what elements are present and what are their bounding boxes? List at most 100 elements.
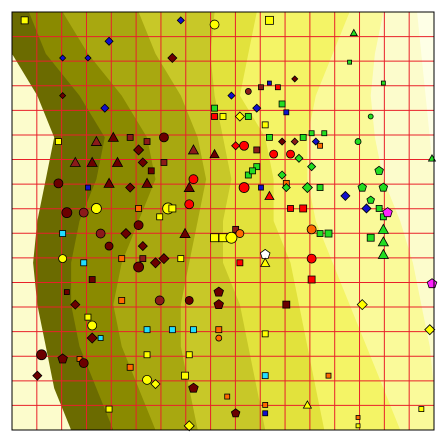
data-point-square <box>253 146 261 154</box>
data-point-triangle <box>377 223 390 234</box>
data-point-circle <box>184 199 195 210</box>
data-point-square <box>177 255 185 263</box>
data-point-circle <box>215 334 223 342</box>
plot-frame <box>11 11 435 431</box>
data-point-square <box>317 142 323 149</box>
data-point-diamond <box>32 370 43 381</box>
data-point-square <box>316 184 324 191</box>
contour-background <box>12 12 434 430</box>
data-point-square <box>355 415 361 420</box>
data-point-square <box>160 159 168 166</box>
data-point-pentagon <box>213 286 224 297</box>
data-point-circle <box>87 320 98 331</box>
data-point-square <box>135 205 143 212</box>
data-point-diamond <box>301 181 313 194</box>
data-point-square <box>147 167 155 175</box>
data-point-pentagon <box>378 182 389 192</box>
data-point-circle <box>61 207 73 219</box>
data-point-square <box>258 184 264 191</box>
data-point-square <box>299 204 308 213</box>
data-point-square <box>88 276 96 283</box>
data-point-square <box>118 297 126 304</box>
data-point-square <box>261 330 269 338</box>
data-point-square <box>139 255 147 263</box>
data-point-circle <box>53 178 64 189</box>
data-point-square <box>265 15 274 25</box>
data-point-circle <box>104 241 114 251</box>
data-point-square <box>347 59 353 65</box>
data-point-triangle <box>264 190 275 200</box>
data-point-diamond <box>278 137 287 146</box>
data-point-triangle <box>349 28 358 37</box>
data-point-diamond <box>231 141 241 151</box>
data-point-circle <box>91 203 102 214</box>
data-point-square <box>274 84 281 91</box>
data-point-square <box>316 230 324 237</box>
data-point-diamond <box>340 190 351 201</box>
data-point-circle <box>36 349 47 361</box>
data-point-triangle <box>377 248 390 259</box>
contour-band <box>12 12 72 430</box>
data-point-triangle <box>187 144 200 155</box>
data-point-diamond <box>133 144 145 156</box>
data-point-circle <box>154 295 165 306</box>
data-point-diamond <box>361 203 372 214</box>
data-point-square <box>307 275 316 284</box>
data-point-diamond <box>100 103 110 113</box>
data-point-circle <box>159 132 169 143</box>
data-point-circle <box>306 253 317 264</box>
data-point-pentagon <box>188 382 199 393</box>
data-point-circle <box>78 358 89 369</box>
data-point-circle <box>58 254 68 264</box>
data-point-square <box>211 113 218 120</box>
data-point-square <box>249 167 256 175</box>
data-point-square <box>253 163 261 171</box>
data-point-square <box>261 372 269 380</box>
data-point-pentagon <box>382 207 393 218</box>
data-point-diamond <box>120 227 132 240</box>
data-point-square <box>84 313 92 321</box>
data-point-square <box>20 16 29 25</box>
data-point-square <box>278 100 286 108</box>
data-point-diamond <box>59 54 67 62</box>
data-point-diamond <box>424 324 436 336</box>
data-point-square <box>63 289 70 295</box>
data-point-triangle <box>103 177 115 188</box>
data-point-diamond <box>104 36 114 46</box>
data-point-pentagon <box>357 182 367 192</box>
data-point-pentagon <box>230 408 241 418</box>
data-point-circle <box>133 220 144 231</box>
data-point-square <box>380 80 386 86</box>
data-point-square <box>126 363 134 371</box>
data-point-diamond <box>70 299 81 310</box>
data-point-square <box>168 204 177 213</box>
data-point-pentagon <box>57 353 68 364</box>
data-point-circle <box>367 113 374 120</box>
data-point-circle <box>209 19 220 30</box>
data-points <box>20 15 438 432</box>
data-point-circle <box>354 138 362 145</box>
data-point-triangle <box>183 181 195 192</box>
data-point-triangle <box>260 257 271 267</box>
data-point-circle <box>142 374 152 385</box>
data-point-square <box>325 372 332 379</box>
data-point-square <box>261 121 269 129</box>
data-point-square <box>143 138 151 145</box>
data-point-diamond <box>183 420 195 432</box>
data-point-diamond <box>158 253 170 265</box>
data-point-square <box>258 84 264 91</box>
data-point-square <box>299 133 307 141</box>
data-point-square <box>59 230 67 237</box>
data-point-square <box>287 205 294 212</box>
data-point-triangle <box>377 236 390 247</box>
data-point-square <box>219 113 227 120</box>
data-point-diamond <box>227 91 236 100</box>
data-point-triangle <box>107 131 119 142</box>
data-point-square <box>244 171 252 179</box>
data-point-circle <box>78 207 89 218</box>
data-point-square <box>267 80 272 86</box>
data-point-square <box>236 259 244 267</box>
data-point-square <box>80 259 88 267</box>
